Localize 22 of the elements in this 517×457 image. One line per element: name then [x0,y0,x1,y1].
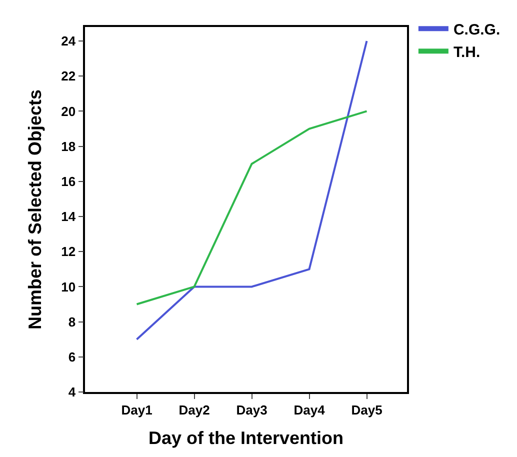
x-tick-label: Day3 [236,402,268,418]
y-tick-label: 18 [61,138,76,154]
x-axis-title: Day of the Intervention [148,428,344,448]
y-tick-label: 10 [61,279,76,294]
y-tick-label: 14 [61,209,76,224]
x-tick-label: Day1 [121,402,152,418]
y-tick-label: 20 [61,104,76,119]
legend-label: T.H. [453,44,480,61]
legend-label: C.G.G. [453,22,500,38]
line-series [136,110,368,306]
y-tick-label: 8 [68,314,76,330]
y-tick-label: 6 [68,349,76,364]
y-tick-label: 16 [61,174,76,189]
y-tick-label: 24 [61,34,76,49]
x-tick-label: Day5 [351,402,382,418]
y-tick-label: 12 [61,244,76,260]
x-tick-label: Day2 [178,402,210,418]
y-tick-label: 22 [61,68,76,84]
line-series [136,40,368,340]
y-axis-title: Number of Selected Objects [24,89,45,330]
y-tick-label: 4 [68,384,76,400]
x-tick-label: Day4 [294,402,326,418]
